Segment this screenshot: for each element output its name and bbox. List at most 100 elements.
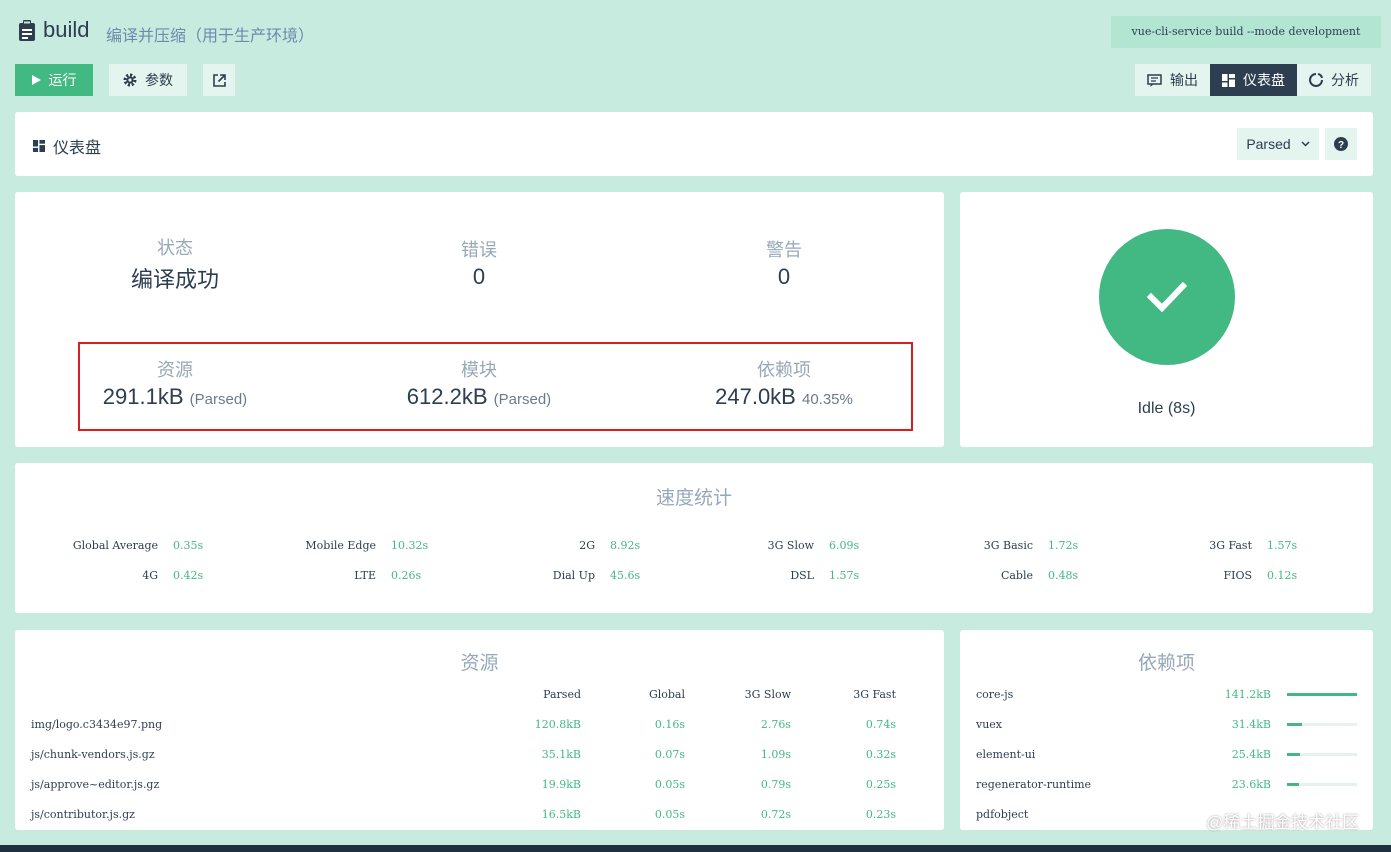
external-link-icon <box>212 73 226 87</box>
dependency-size-fill <box>1287 693 1357 696</box>
size-mode-select[interactable]: Parsed <box>1237 128 1319 160</box>
asset-row[interactable]: js/chunk-vendors.js.gz 35.1kB 0.07s 1.09s 0.… <box>15 748 944 768</box>
errors-label: 错误 <box>461 240 497 260</box>
dependency-size-bar <box>1287 753 1357 756</box>
asset-3g-fast: 0.74s <box>865 718 896 731</box>
help-button[interactable]: ? <box>1325 128 1357 160</box>
speed-value-text: 0.12s <box>1267 569 1298 582</box>
assets-title: 资源 <box>460 653 499 674</box>
status-label: 状态 <box>157 238 193 258</box>
tab-analysis-label: 分析 <box>1331 72 1359 88</box>
dependency-name: element-ui <box>976 748 1036 761</box>
tab-output-label: 输出 <box>1170 72 1198 88</box>
dependency-name: vuex <box>976 718 1003 731</box>
dependencies-value: 247.0kB <box>715 384 796 409</box>
assets-note: (Parsed) <box>189 391 248 408</box>
gear-icon <box>123 73 137 87</box>
speed-name-text: DSL <box>790 569 814 582</box>
speed-name: Mobile Edge <box>236 539 376 552</box>
speed-value: 8.92s <box>610 539 640 552</box>
speed-value-text: 0.35s <box>173 539 204 552</box>
run-button-label: 运行 <box>48 72 77 88</box>
tab-analysis[interactable]: 分析 <box>1297 64 1371 96</box>
speed-name: 3G Basic <box>893 539 1033 552</box>
dependency-row[interactable]: element-ui 25.4kB <box>960 748 1373 768</box>
asset-row[interactable]: js/approve~editor.js.gz 19.9kB 0.05s 0.79s 0… <box>15 778 944 798</box>
parameters-button[interactable]: 参数 <box>109 64 187 96</box>
success-indicator <box>1099 229 1235 365</box>
speed-name-text: LTE <box>354 569 376 582</box>
dependency-size: 25.4kB <box>1231 748 1271 761</box>
speed-name-text: 3G Fast <box>1209 539 1252 552</box>
speed-value: 1.57s <box>1267 539 1297 552</box>
speed-value: 1.72s <box>1048 539 1078 552</box>
asset-global: 0.05s <box>654 808 685 821</box>
clipboard-icon <box>19 20 35 41</box>
dependencies-label: 依赖项 <box>757 360 811 380</box>
speed-name: Cable <box>893 569 1033 582</box>
dependency-size-fill <box>1287 753 1300 756</box>
speed-name-text: Cable <box>1000 569 1033 582</box>
col-parsed: Parsed <box>543 688 581 701</box>
task-description: 编译并压缩（用于生产环境） <box>106 28 315 45</box>
asset-3g-slow: 2.76s <box>760 718 791 731</box>
asset-name: js/approve~editor.js.gz <box>31 778 160 791</box>
output-icon <box>1147 73 1162 87</box>
size-mode-value: Parsed <box>1246 136 1291 152</box>
dependency-row[interactable]: pdfobject <box>960 808 1373 828</box>
dependency-size: 31.4kB <box>1231 718 1271 731</box>
dependency-size-bar <box>1287 723 1357 726</box>
bottom-bar <box>0 845 1391 852</box>
asset-3g-slow: 0.72s <box>760 808 791 821</box>
dashboard-title-label: 仪表盘 <box>53 140 102 157</box>
open-in-new-button[interactable] <box>203 64 235 96</box>
modules-note: (Parsed) <box>493 391 552 408</box>
view-tabs: 输出 仪表盘 分析 <box>1135 64 1371 96</box>
speed-name: 3G Slow <box>674 539 814 552</box>
dependencies-note: 40.35% <box>801 391 853 408</box>
dependency-size-fill <box>1287 723 1303 726</box>
speed-stats-card: 速度统计 Global Average 0.35s Mobile Edge 10.32… <box>15 463 1373 613</box>
dependency-row[interactable]: regenerator-runtime 23.6kB <box>960 778 1373 798</box>
asset-row[interactable]: js/contributor.js.gz 16.5kB 0.05s 0.72s 0.23… <box>15 808 944 828</box>
dashboard-header: 仪表盘 Parsed ? <box>15 112 1373 176</box>
speed-value-text: 1.72s <box>1048 539 1079 552</box>
warnings-stat: 警告 0 <box>684 236 884 290</box>
dashboard-icon <box>1222 73 1235 87</box>
warnings-value: 0 <box>777 264 791 289</box>
speed-value-text: 0.48s <box>1048 569 1079 582</box>
speed-name: 3G Fast <box>1112 539 1252 552</box>
status-value: 编译成功 <box>130 267 219 292</box>
modules-label: 模块 <box>461 360 497 380</box>
tab-output[interactable]: 输出 <box>1135 64 1210 96</box>
command-display: vue-cli-service build --mode development <box>1111 16 1381 48</box>
modules-size: 612.2kB (Parsed) <box>359 384 599 410</box>
run-button[interactable]: 运行 <box>15 64 93 96</box>
dependency-row[interactable]: vuex 31.4kB <box>960 718 1373 738</box>
speed-name-text: 3G Slow <box>767 539 814 552</box>
speed-name: 4G <box>18 569 158 582</box>
speed-value-text: 1.57s <box>1267 539 1298 552</box>
asset-3g-fast: 0.25s <box>865 778 896 791</box>
speed-value-text: 0.42s <box>173 569 204 582</box>
assets-value: 291.1kB <box>102 384 184 409</box>
speed-name-text: Global Average <box>72 539 158 552</box>
asset-row[interactable]: img/logo.c3434e97.png 120.8kB 0.16s 2.76s 0.… <box>15 718 944 738</box>
build-status-card: Idle (8s) <box>960 192 1373 447</box>
build-stats-card: 状态 编译成功 错误 0 警告 0 资源 291.1kB (Parsed) 模块… <box>15 192 944 447</box>
errors-value: 0 <box>472 264 486 289</box>
dependency-size: 23.6kB <box>1231 778 1271 791</box>
asset-parsed: 19.9kB <box>541 778 581 791</box>
speed-name: Dial Up <box>455 569 595 582</box>
asset-global: 0.16s <box>654 718 685 731</box>
top-bar: build 编译并压缩（用于生产环境） vue-cli-service buil… <box>0 0 1391 60</box>
dependency-row[interactable]: core-js 141.2kB <box>960 688 1373 708</box>
dependencies-size: 247.0kB 40.35% <box>664 384 904 410</box>
dependency-size-bar <box>1287 783 1357 786</box>
speed-name: Global Average <box>18 539 158 552</box>
asset-parsed: 120.8kB <box>534 718 581 731</box>
dependencies-card: 依赖项 core-js 141.2kB vuex 31.4kB element-ui 25… <box>960 630 1373 830</box>
watermark: @稀土掘金技术社区 <box>1206 813 1360 832</box>
tab-dashboard[interactable]: 仪表盘 <box>1210 64 1297 96</box>
speed-value: 10.32s <box>391 539 428 552</box>
